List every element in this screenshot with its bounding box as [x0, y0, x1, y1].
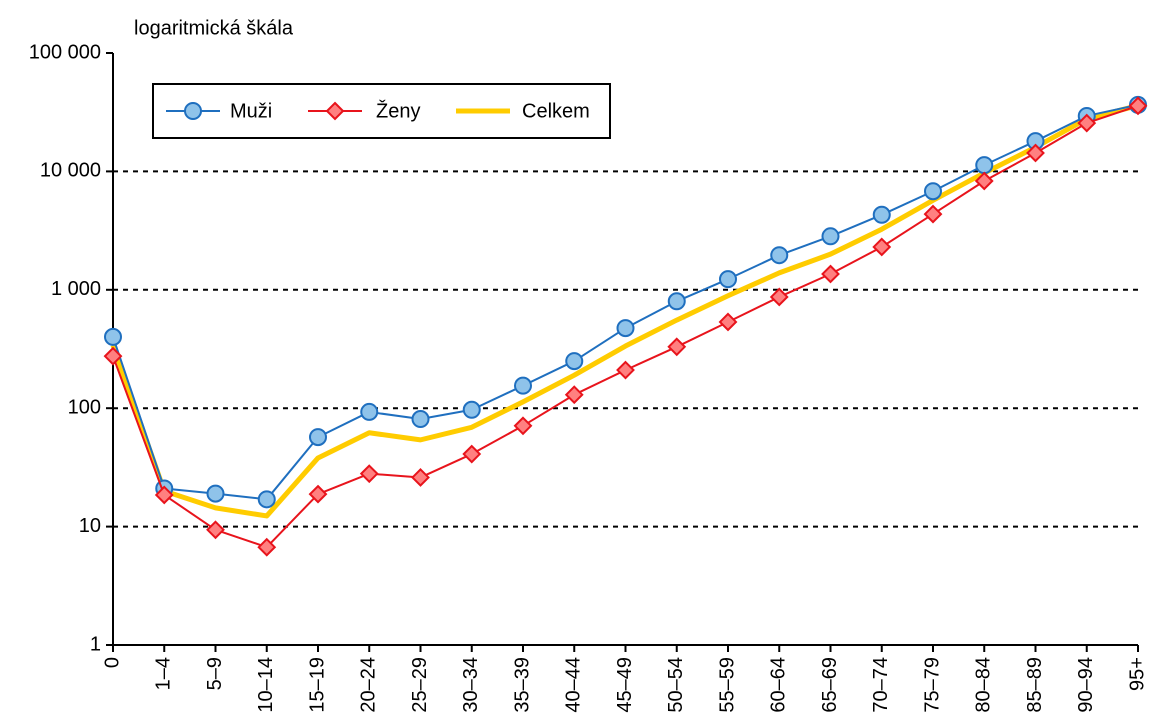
data-point [769, 287, 789, 307]
series-line [110, 103, 1139, 519]
data-point [564, 385, 584, 405]
x-tick-label: 25–29 [409, 657, 431, 713]
x-tick-label: 80–84 [973, 657, 995, 713]
x-tick-label: 50–54 [665, 657, 687, 713]
x-tick-label: 95+ [1126, 657, 1148, 691]
x-tick-label: 15–19 [306, 657, 328, 713]
data-point [821, 227, 840, 246]
data-point [462, 444, 482, 464]
data-point [154, 485, 174, 505]
x-tick-label: 30–34 [460, 657, 482, 713]
x-tick-label: 70–74 [870, 657, 892, 713]
x-tick-label: 65–69 [819, 657, 841, 713]
legend-marker [325, 101, 345, 121]
data-point [718, 312, 738, 332]
data-point [872, 205, 891, 224]
data-point [1026, 143, 1045, 163]
legend-marker [184, 102, 202, 120]
data-point [513, 416, 533, 436]
y-tick-label: 100 [68, 396, 101, 418]
chart-subtitle: logaritmická škála [134, 17, 294, 39]
data-point [206, 520, 225, 540]
data-point [770, 246, 789, 265]
data-point [308, 484, 328, 504]
legend-label: Ženy [376, 99, 420, 122]
data-point [462, 400, 481, 419]
data-point [616, 360, 635, 380]
data-point [206, 484, 225, 503]
data-point [821, 264, 840, 284]
x-tick-label: 0 [101, 657, 123, 668]
data-point [104, 327, 122, 346]
y-tick-label: 10 [79, 515, 101, 537]
data-point [667, 292, 686, 311]
x-tick-label: 40–44 [563, 657, 585, 713]
data-point [514, 376, 532, 395]
y-tick-label: 1 [90, 633, 101, 655]
x-tick-label: 20–24 [358, 657, 380, 713]
legend-box [152, 83, 611, 139]
data-point [974, 171, 994, 191]
data-point [257, 490, 276, 509]
data-point [103, 346, 123, 366]
x-tick-label: 5–9 [204, 657, 226, 690]
data-point [257, 537, 277, 557]
data-point [719, 270, 737, 289]
data-point [667, 337, 687, 357]
x-tick-label: 45–49 [614, 657, 636, 713]
x-tick-label: 90–94 [1075, 657, 1097, 713]
x-tick-label: 10–14 [255, 657, 277, 713]
data-point [975, 156, 994, 175]
data-point [565, 352, 584, 371]
data-point [924, 182, 942, 201]
data-point [309, 428, 327, 447]
x-tick-label: 55–59 [716, 657, 738, 713]
x-tick-label: 85–89 [1024, 657, 1046, 713]
data-point [923, 204, 943, 224]
legend-label: Celkem [522, 100, 590, 122]
x-tick-label: 75–79 [921, 657, 943, 713]
data-point [616, 319, 635, 338]
data-point [360, 402, 379, 421]
data-point [411, 468, 430, 487]
data-point [872, 237, 892, 257]
y-tick-label: 100 000 [29, 41, 101, 63]
y-tick-label: 10 000 [40, 160, 101, 182]
data-point [1128, 96, 1148, 116]
data-point [411, 410, 430, 429]
x-tick-label: 60–64 [768, 657, 790, 713]
data-point [359, 464, 379, 484]
x-tick-label: 1–4 [153, 657, 175, 690]
x-tick-label: 35–39 [511, 657, 533, 713]
y-tick-label: 1 000 [51, 278, 101, 300]
data-point [1077, 113, 1097, 133]
legend-label: Muži [230, 100, 272, 122]
